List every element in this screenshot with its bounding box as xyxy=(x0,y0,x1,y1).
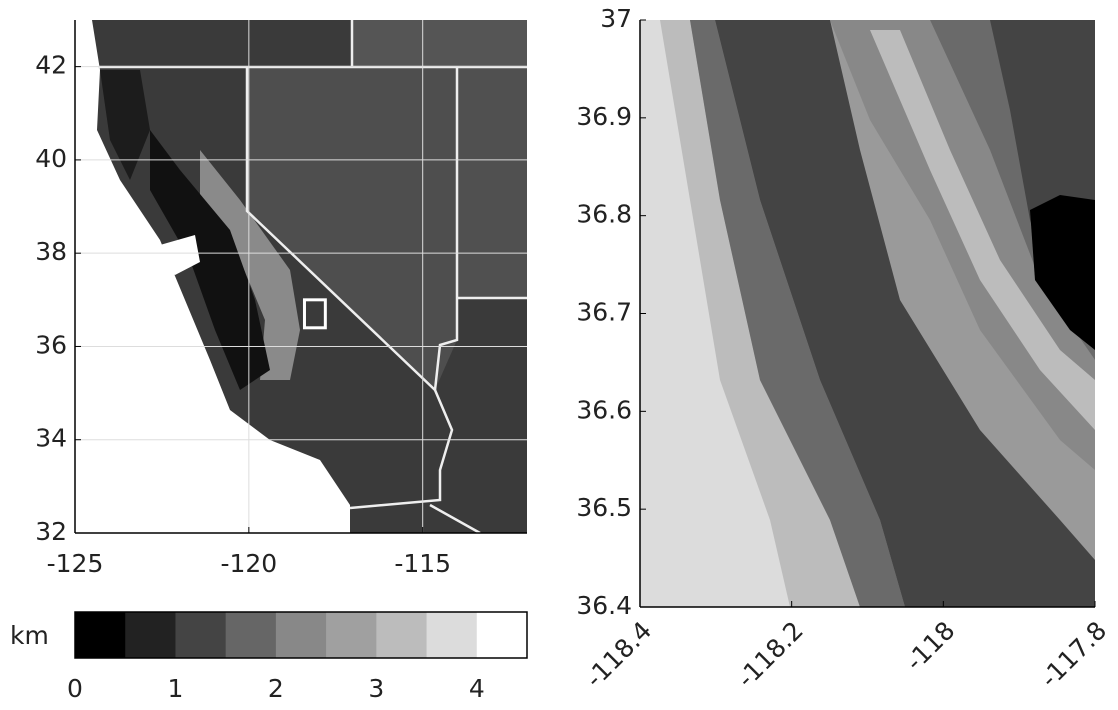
x-tick-label: -115 xyxy=(394,549,451,578)
colorbar-cell xyxy=(275,612,327,658)
colorbar-cell xyxy=(225,612,277,658)
y-tick-label: 36.8 xyxy=(576,200,632,229)
colorbar-tick-label: 3 xyxy=(368,674,384,703)
inset-box xyxy=(302,298,327,330)
colorbar-frame xyxy=(74,611,528,659)
left-axes: 32 34 36 38 40 42 -125 -120 -115 xyxy=(35,20,527,578)
y-tick-label: 38 xyxy=(35,237,67,266)
colorbar-tick-label: 0 xyxy=(67,674,83,703)
colorbar: 0 1 2 3 4 km xyxy=(10,611,528,703)
colorbar-cell xyxy=(75,612,126,658)
colorbar-cell xyxy=(426,612,478,658)
colorbar-tick-label: 2 xyxy=(268,674,284,703)
colorbar-cell xyxy=(376,612,428,658)
colorbar-cell xyxy=(175,612,227,658)
y-tick-label: 40 xyxy=(35,144,67,173)
x-tick-label: -118 xyxy=(900,616,961,677)
x-tick-label: -118.2 xyxy=(731,616,808,693)
y-tick-label: 37 xyxy=(600,4,632,33)
colorbar-cell xyxy=(125,612,176,658)
y-tick-label: 32 xyxy=(35,517,67,546)
colorbar-label: km xyxy=(10,621,49,650)
y-tick-label: 36.6 xyxy=(576,395,632,424)
y-tick-label: 36.5 xyxy=(576,493,632,522)
left-terrain xyxy=(75,20,527,533)
colorbar-tick-label: 1 xyxy=(167,674,183,703)
x-tick-label: -120 xyxy=(220,549,277,578)
x-tick-label: -125 xyxy=(47,549,104,578)
y-tick-label: 42 xyxy=(35,51,67,80)
y-tick-label: 36 xyxy=(35,330,67,359)
x-tick-label: -117.8 xyxy=(1035,616,1112,693)
x-tick-label: -118.4 xyxy=(580,616,657,693)
colorbar-cell xyxy=(326,612,377,658)
y-tick-label: 36.9 xyxy=(576,102,632,131)
colorbar-cell xyxy=(476,612,528,658)
colorbar-tick-label: 4 xyxy=(469,674,485,703)
right-terrain xyxy=(640,20,1095,607)
y-tick-label: 36.4 xyxy=(576,591,632,620)
y-tick-label: 36.7 xyxy=(576,298,632,327)
y-tick-label: 34 xyxy=(35,424,67,453)
